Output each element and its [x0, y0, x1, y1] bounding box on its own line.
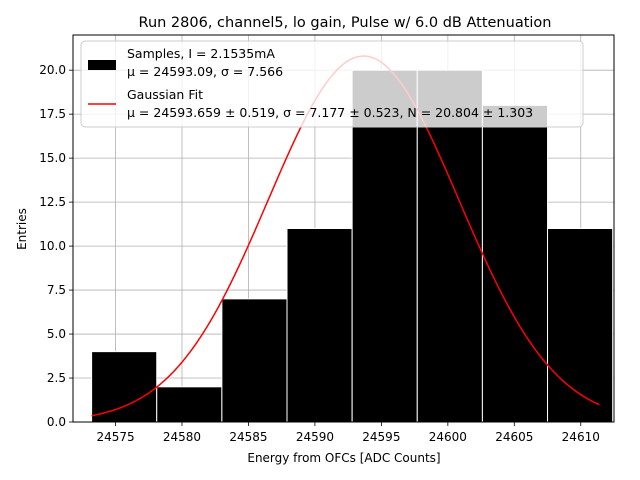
x-axis-label: Energy from OFCs [ADC Counts] — [247, 451, 440, 465]
histogram-bar — [156, 386, 223, 423]
legend-samples-stats: μ = 24593.09, σ = 7.566 — [127, 64, 283, 79]
histogram-bar — [547, 228, 614, 423]
histogram-bars — [91, 69, 614, 423]
y-tick-label: 5.0 — [47, 327, 66, 341]
y-tick-label: 15.0 — [39, 151, 66, 165]
legend-samples-label: Samples, I = 2.1535mA — [127, 46, 275, 61]
histogram-bar — [416, 69, 483, 423]
y-axis-ticks: 0.0 2.5 5.0 7.5 10.0 12.5 15.0 17.5 20.0 — [39, 63, 73, 429]
legend: Samples, I = 2.1535mA μ = 24593.09, σ = … — [80, 40, 584, 128]
y-tick-label: 0.0 — [47, 415, 66, 429]
x-tick-label: 24585 — [229, 430, 267, 444]
x-tick-label: 24595 — [362, 430, 400, 444]
x-tick-label: 24575 — [96, 430, 134, 444]
y-tick-label: 20.0 — [39, 63, 66, 77]
legend-box — [80, 40, 584, 128]
y-axis-label: Entries — [15, 208, 29, 250]
y-tick-label: 2.5 — [47, 371, 66, 385]
y-tick-label: 12.5 — [39, 195, 66, 209]
legend-fit-label: Gaussian Fit — [127, 87, 203, 102]
x-tick-label: 24610 — [562, 430, 600, 444]
legend-fit-stats: μ = 24593.659 ± 0.519, σ = 7.177 ± 0.523… — [127, 105, 533, 120]
histogram-bar — [481, 104, 549, 423]
histogram-bar — [286, 228, 353, 423]
y-tick-label: 7.5 — [47, 283, 66, 297]
x-tick-label: 24590 — [296, 430, 334, 444]
chart-title: Run 2806, channel5, lo gain, Pulse w/ 6.… — [139, 15, 552, 31]
x-tick-label: 24605 — [495, 430, 533, 444]
plot-frame — [72, 34, 615, 423]
x-axis-ticks: 24575 24580 24585 24590 24595 24600 24605 24610 — [96, 422, 600, 444]
histogram-bar — [221, 298, 288, 423]
y-tick-label: 10.0 — [39, 239, 66, 253]
histogram-bar — [91, 351, 158, 423]
legend-samples-swatch — [88, 60, 116, 70]
x-tick-label: 24580 — [163, 430, 201, 444]
y-tick-label: 17.5 — [39, 107, 66, 121]
x-tick-label: 24600 — [429, 430, 467, 444]
